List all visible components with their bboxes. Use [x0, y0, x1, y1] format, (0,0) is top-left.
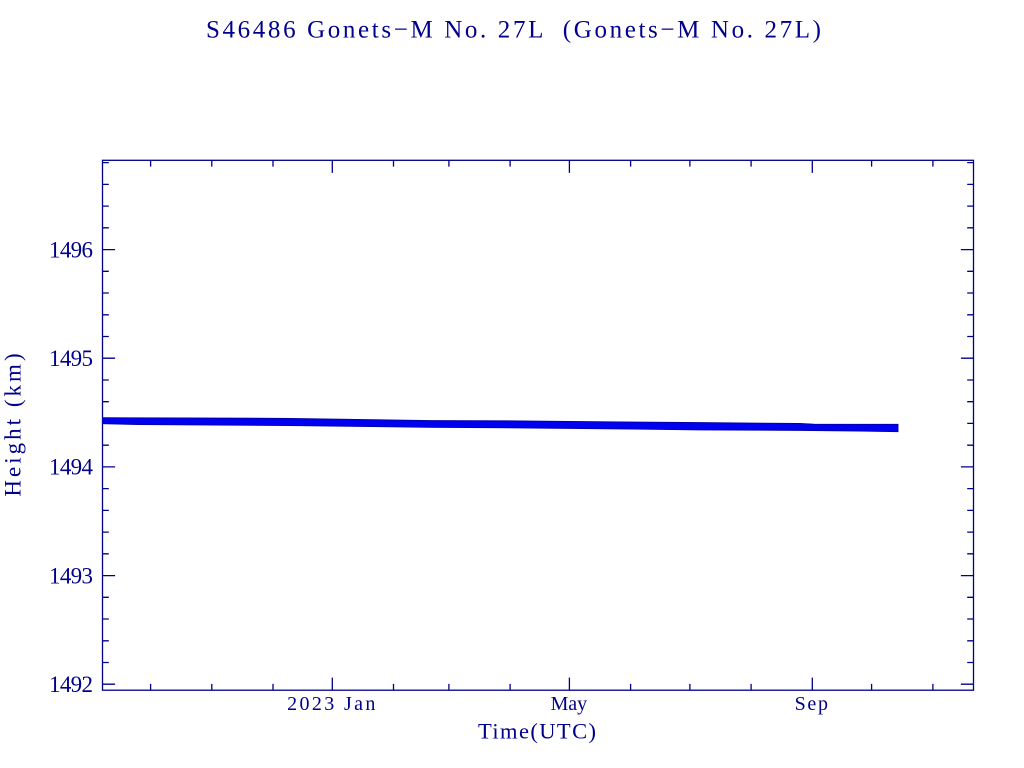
svg-text:Height (km): Height (km)	[1, 353, 26, 496]
svg-text:1493: 1493	[49, 563, 93, 588]
svg-text:May: May	[551, 693, 588, 715]
svg-text:2023 Jan: 2023 Jan	[287, 693, 375, 715]
svg-text:1496: 1496	[49, 237, 93, 262]
svg-text:1494: 1494	[49, 455, 94, 480]
svg-text:1492: 1492	[49, 672, 93, 697]
svg-text:Time(UTC): Time(UTC)	[478, 719, 596, 744]
svg-text:S46486 Gonets−M No. 27L (Gone: S46486 Gonets−M No. 27L (Gonets−M No. 27…	[206, 17, 821, 44]
svg-text:Sep: Sep	[795, 693, 828, 715]
svg-text:1495: 1495	[49, 346, 93, 371]
